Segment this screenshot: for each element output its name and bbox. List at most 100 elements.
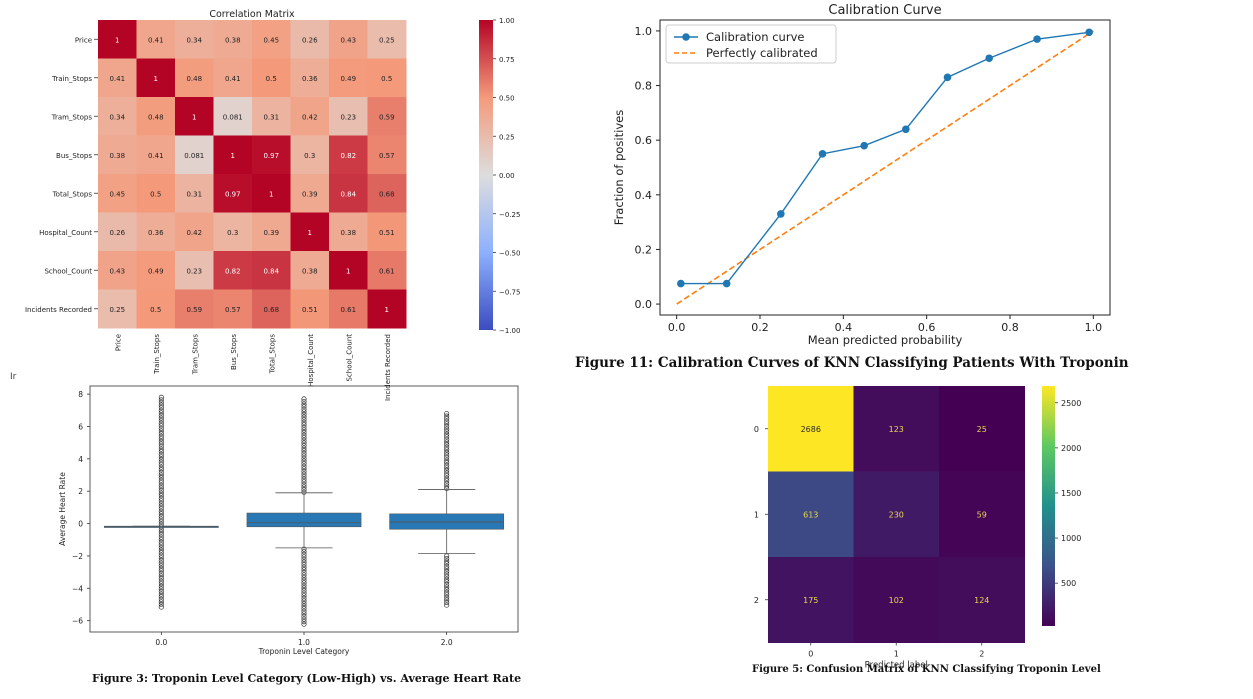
legend-calibration-label: Calibration curve [706,30,804,44]
calibration-point [943,73,952,82]
boxplot-outlier [301,585,307,591]
heatmap-cell [367,135,407,175]
heatmap-cell [329,289,368,329]
heatmap-col-label: School_Count [345,334,353,382]
boxplot-outlier [158,508,164,514]
heatmap-cell-label: 0.49 [340,75,356,83]
boxplot-outlier [158,542,164,548]
heatmap-cell [329,174,368,213]
boxplot-outlier [158,539,164,545]
boxplot-outlier [301,424,307,430]
boxplot-outlier [301,437,307,443]
boxplot-outlier [301,466,307,472]
boxplot-outlier [158,407,164,413]
boxplot-outlier [158,573,164,579]
boxplot-outlier [444,444,450,450]
boxplot-outlier [301,432,307,438]
boxplot-outlier [158,563,164,569]
boxplot-outlier [158,454,164,460]
boxplot-outlier [301,593,307,599]
boxplot-outlier [444,454,450,461]
heatmap-cell [175,174,214,213]
boxplot-outlier [301,435,307,441]
boxplot-outlier [158,599,164,605]
heatmap-cell-label: 0.51 [302,306,318,314]
confusion-cell-label: 230 [889,510,904,519]
boxplot-outlier [158,425,164,431]
confusion-cell-label: 25 [977,425,987,434]
heatmap-cell-label: 1 [192,113,196,121]
boxplot-outlier [158,498,164,504]
heatmap-cell-label: 0.31 [186,190,202,198]
boxplot-outlier [158,423,164,429]
calibration-x-axis-label: Mean predicted probability [808,333,963,347]
boxplot-outlier [158,511,164,517]
boxplot-outlier [158,482,164,488]
boxplot-outlier [301,590,307,596]
boxplot-y-tick-label: −4 [72,584,83,593]
boxplot-box [246,512,362,528]
confusion-colorbar-label: 1500 [1061,489,1081,498]
heatmap-cell [98,135,137,175]
heatmap-cell-label: 0.84 [263,267,279,275]
boxplot-outlier [301,556,307,563]
boxplot-outlier [444,558,450,564]
boxplot-outlier [444,413,450,419]
confusion-colorbar-label: 500 [1061,579,1076,588]
heatmap-row-label: Train_Stops [51,75,92,83]
boxplot-outlier [158,441,164,447]
heatmap-cell [329,212,368,252]
boxplot-outlier [158,438,164,444]
calibration-figure-caption: Figure 11: Calibration Curves of KNN Cla… [575,355,1129,371]
boxplot-outlier [301,422,307,428]
boxplot-outlier [444,439,450,445]
calibration-y-tick-label: 1.0 [635,25,653,38]
boxplot-outlier [158,516,164,522]
boxplot-outlier [158,555,164,561]
boxplot-outlier [444,416,450,422]
heatmap-colorbar-label: −0.75 [499,288,520,296]
heatmap-cell [367,20,407,59]
boxplot-outlier [444,581,450,587]
heatmap-cell-label: 0.97 [225,190,241,198]
heatmap-cell-label: 0.42 [302,113,318,121]
confusion-cell [853,471,940,558]
boxplot-outlier [158,601,164,608]
heatmap-col-label: Hospital_Count [307,334,315,387]
boxplot-outlier [301,453,307,459]
heatmap-cell [367,58,407,98]
boxplot-outlier [158,578,164,584]
boxplot-outlier [301,569,307,575]
boxplot-outlier [158,446,164,452]
heatmap-cell [136,174,176,213]
boxplot-outlier [158,459,164,465]
heatmap-colorbar [479,20,493,330]
boxplot-outlier [158,405,164,411]
confusion-col-label: 1 [894,650,899,659]
boxplot-outlier [444,574,450,580]
boxplot-outlier [301,484,307,490]
boxplot-outlier [444,594,450,600]
boxplot-outlier [158,570,164,576]
boxplot-x-tick-label: 2.0 [441,638,453,647]
calibration-x-tick-label: 0.0 [668,321,686,334]
boxplot-outlier [444,602,450,608]
heatmap-cell-label: 0.51 [379,229,395,237]
heatmap-cell [290,251,330,290]
boxplot-x-axis-label: Troponin Level Category [258,647,350,656]
heatmap-cell [175,20,214,59]
boxplot-outlier [444,561,450,567]
stray-text-mark: Ir [10,372,17,382]
boxplot-outlier [158,451,164,457]
heatmap-col-label: Bus_Stops [230,334,238,370]
boxplot-outlier [301,549,307,555]
confusion-cell-label: 2686 [801,425,821,434]
heatmap-col-label: Incidents Recorded [384,334,392,401]
confusion-cell [939,386,1025,472]
heatmap-cell [252,135,291,175]
heatmap-cell [290,289,330,329]
heatmap-cell-label: 0.25 [109,306,125,314]
boxplot-outlier [301,611,307,617]
heatmap-cell [136,251,176,290]
boxplot-outlier [301,404,307,410]
